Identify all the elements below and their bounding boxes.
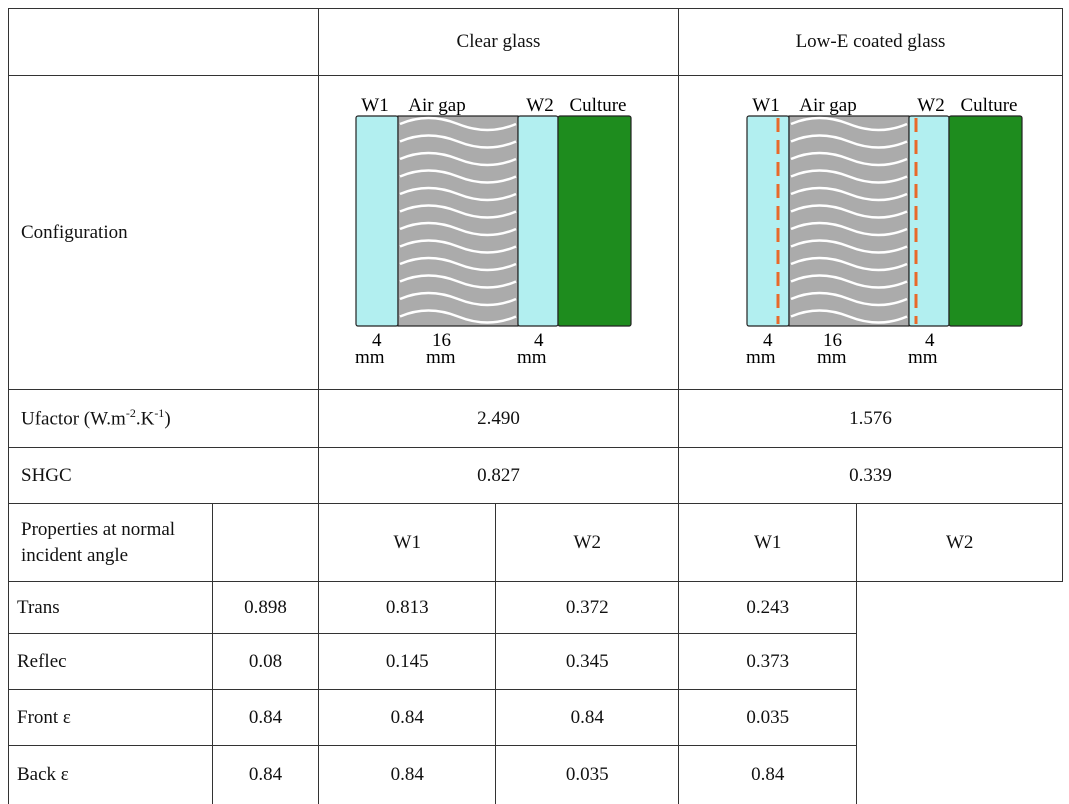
row-label: Ufactor (W.m-2.K-1) [8,389,319,448]
air-wave [790,204,908,219]
label-part: .K [135,408,155,430]
layer-label: Culture [961,95,1018,116]
value-cell: 0.84 [317,689,497,746]
value-cell: 1.576 [678,389,1063,448]
thickness: 16 [432,330,451,351]
row-label: Reflec [8,633,213,690]
air-wave [399,151,517,167]
label-part: ) [164,408,171,430]
value-cell: 2.490 [318,389,679,448]
row-label: Back ε [8,745,213,804]
culture [557,115,632,327]
unit: mm [426,347,456,368]
air-wave [790,169,908,184]
column-header: W1 [317,503,497,582]
unit: mm [817,347,847,368]
unit: mm [908,347,938,368]
air-wave [790,291,908,307]
value-cell: 0.813 [317,581,497,634]
label-part: -1 [154,406,165,421]
air-wave [790,239,908,254]
air-wave [399,134,517,149]
air-wave [399,186,517,202]
row-label: Properties at normal incident angle [8,503,213,582]
value-cell: 0.84 [212,745,319,804]
air-wave [399,274,517,289]
air-wave [790,151,908,167]
layer-label: W2 [917,95,944,116]
column-header: W1 [677,503,858,582]
value-cell: 0.84 [677,745,858,804]
thickness: 4 [372,330,382,351]
config-cell: W1 Air gap W2 Culture 4 mm 16 mm 4 mm [318,75,679,390]
air-wave [399,309,517,324]
value-cell: 0.84 [212,689,319,746]
layer-label: W1 [361,95,388,116]
air-wave [399,221,517,237]
config-cell: W1 Air gap W2 Culture 4 mm 16 mm 4 mm [678,75,1063,390]
thickness: 4 [925,330,935,351]
row-label: SHGC [8,447,319,504]
column-header: W2 [495,503,679,582]
column-header: Low-E coated glass [678,8,1063,76]
culture [948,115,1023,327]
thickness: 4 [534,330,544,351]
label-part: Ufactor (W.m [21,408,126,430]
value-cell: 0.84 [317,745,497,804]
value-cell: 0.339 [678,447,1063,504]
row-label: Configuration [8,75,319,390]
empty-cell [212,503,319,582]
layer-label: Air gap [408,95,466,116]
label-part: -2 [125,406,136,421]
value-cell: 0.827 [318,447,679,504]
air-wave [399,204,517,219]
value-cell: 0.145 [317,633,497,690]
air-wave [790,186,908,202]
thickness: 16 [823,330,842,351]
air-gap [397,115,519,327]
empty-cell [8,8,319,76]
column-header: Clear glass [318,8,679,76]
layer-label: W2 [526,95,553,116]
air-wave [399,291,517,307]
thickness: 4 [763,330,773,351]
value-cell: 0.08 [212,633,319,690]
value-cell: 0.372 [495,581,679,634]
value-cell: 0.345 [495,633,679,690]
layer-label: Air gap [799,95,857,116]
air-wave [790,134,908,149]
air-wave [399,239,517,254]
properties-table: Clear glass Low-E coated glass Configura… [8,8,1063,804]
glass-pane [746,115,790,327]
value-cell: 0.035 [677,689,858,746]
value-cell: 0.84 [495,689,679,746]
column-header: W2 [856,503,1063,582]
value-cell: 0.035 [495,745,679,804]
air-wave [790,116,908,132]
unit: mm [355,347,385,368]
air-wave [790,221,908,237]
air-wave [399,169,517,184]
value-cell: 0.898 [212,581,319,634]
air-wave [399,116,517,132]
unit: mm [517,347,547,368]
unit: mm [746,347,776,368]
glass-pane [517,115,559,327]
air-gap [788,115,910,327]
air-wave [790,309,908,324]
layer-label: Culture [570,95,627,116]
row-label: Front ε [8,689,213,746]
air-wave [790,274,908,289]
layer-label: W1 [752,95,779,116]
value-cell: 0.373 [677,633,858,690]
value-cell: 0.243 [677,581,858,634]
row-label: Trans [8,581,213,634]
air-wave [790,256,908,272]
air-wave [399,256,517,272]
glass-pane [355,115,399,327]
